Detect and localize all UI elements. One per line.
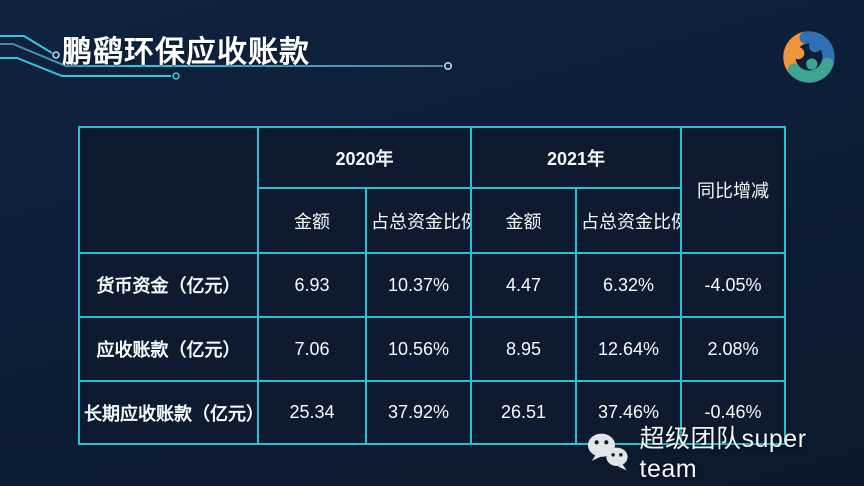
receivables-table-container: 2020年 2021年 同比增减 金额 占总资金比例 金额 占总资金比例 货币资…: [78, 126, 787, 445]
header-row-years: 2020年 2021年 同比增减: [78, 126, 787, 254]
footer-watermark: 超级团队super team: [586, 419, 864, 484]
table-row-accounts-receivable: 应收账款（亿元） 7.06 10.56% 8.95 12.64% 2.08%: [78, 316, 787, 382]
col-header-2021: 2021年: [470, 126, 683, 189]
cell-value: 10.56%: [364, 316, 473, 382]
header-row-subcolumns: 金额 占总资金比例 金额 占总资金比例: [79, 187, 785, 254]
cell-value: 12.64%: [575, 316, 683, 382]
footer-brand-text: 超级团队super team: [639, 425, 807, 483]
cell-value: 26.51: [470, 380, 578, 445]
cell-value: 37.46%: [575, 380, 683, 445]
col-header-yoy: 同比增减: [680, 126, 787, 254]
cell-value: 37.92%: [364, 380, 473, 445]
row-label: 长期应收账款（亿元）: [78, 380, 259, 445]
subheader-ratio-2021: 占总资金比例: [575, 187, 683, 254]
subheader-ratio-2020: 占总资金比例: [364, 187, 473, 254]
subheader-amount-2021: 金额: [470, 187, 578, 254]
cell-value: 25.34: [257, 380, 367, 445]
cell-value: -4.05%: [680, 252, 787, 318]
corner-blank-cell: [78, 126, 259, 254]
table-row-monetary-funds: 货币资金（亿元） 6.93 10.37% 4.47 6.32% -4.05%: [78, 252, 787, 318]
cell-value: 8.95: [470, 316, 578, 382]
cell-value: 2.08%: [680, 316, 787, 382]
cell-value: 4.47: [470, 252, 578, 318]
subheader-amount-2020: 金额: [257, 187, 367, 254]
receivables-table: 2020年 2021年 同比增减 金额 占总资金比例 金额 占总资金比例 货币资…: [78, 126, 787, 445]
cell-value: 6.93: [257, 252, 367, 318]
circuit-lines-decoration: [0, 35, 452, 80]
row-label: 货币资金（亿元）: [78, 252, 259, 318]
cell-value: 10.37%: [364, 252, 473, 318]
page-title: 鹏鹞环保应收账款: [62, 36, 310, 69]
team-logo-icon: [783, 31, 835, 83]
cell-value: -0.46%: [680, 380, 787, 445]
col-header-2020: 2020年: [256, 126, 473, 189]
cell-value: 7.06: [257, 316, 367, 382]
row-label: 应收账款（亿元）: [78, 316, 259, 382]
wechat-icon: [587, 433, 628, 470]
table-row-long-term-receivable: 长期应收账款（亿元） 25.34 37.92% 26.51 37.46% -0.…: [78, 380, 787, 445]
cell-value: 6.32%: [575, 252, 683, 318]
